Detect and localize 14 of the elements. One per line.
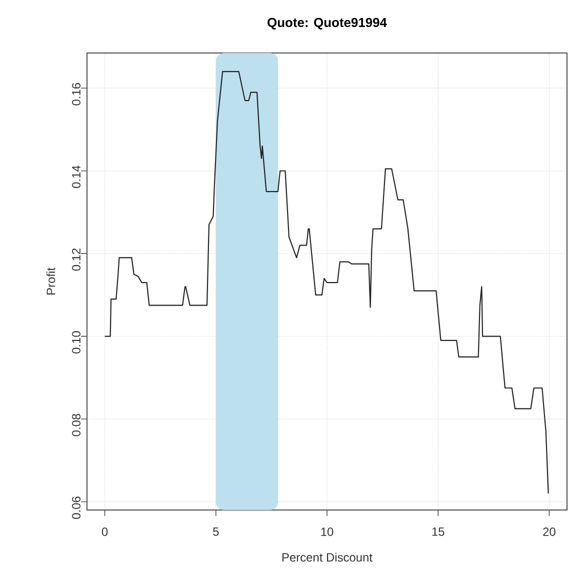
y-tick-label: 0.12 bbox=[72, 248, 80, 271]
x-tick-label: 5 bbox=[213, 528, 219, 536]
x-axis-title: Percent Discount bbox=[282, 552, 372, 562]
y-tick-label: 0.08 bbox=[72, 414, 80, 436]
y-tick-label: 0.14 bbox=[72, 166, 80, 188]
y-axis-title: Profit bbox=[46, 268, 56, 294]
chart-title: Quote: Quote91994 bbox=[268, 18, 387, 30]
y-tick-label: 0.06 bbox=[72, 496, 80, 519]
x-tick-label: 10 bbox=[321, 528, 334, 536]
x-tick-label: 15 bbox=[432, 528, 444, 536]
x-tick-label: 20 bbox=[543, 528, 556, 536]
y-tick-label: 0.10 bbox=[72, 331, 80, 354]
y-tick-label: 0.16 bbox=[72, 83, 80, 106]
x-tick-label: 0 bbox=[102, 528, 108, 536]
